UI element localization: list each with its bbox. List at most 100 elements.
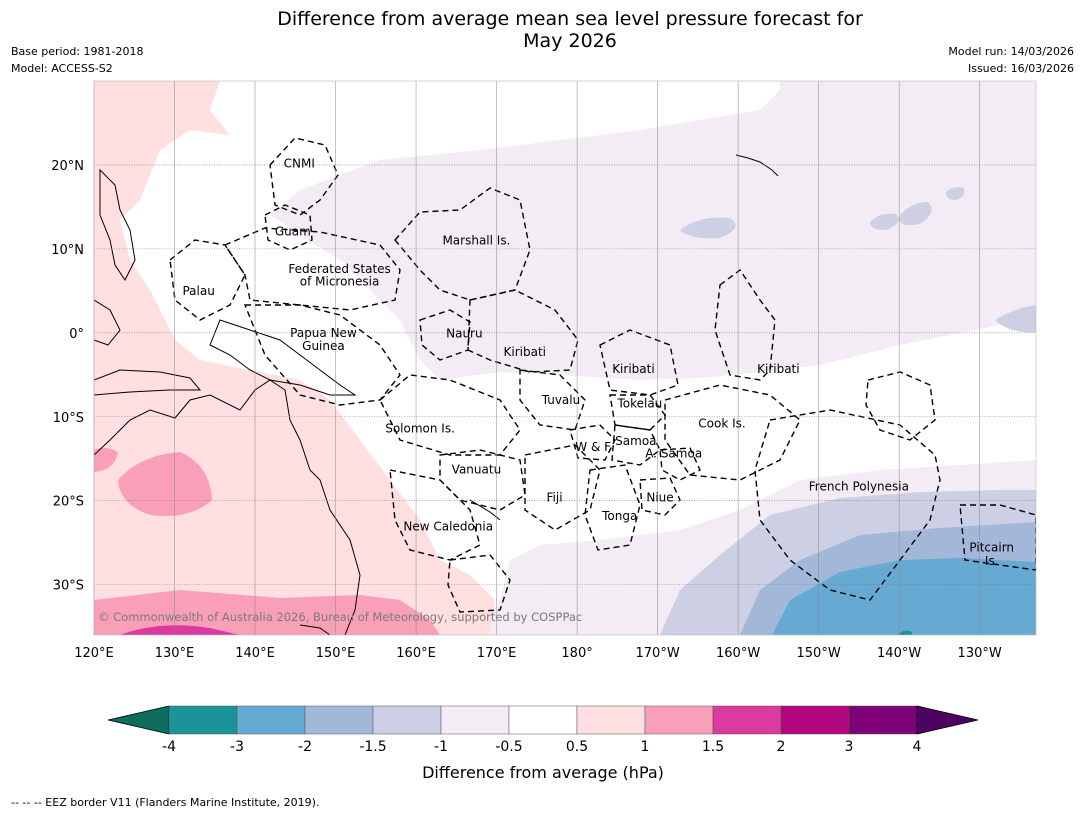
- lat-tick-label: 10°N: [51, 243, 84, 258]
- colorbar-swatch: [644, 705, 714, 735]
- anomaly-region-minus-2: [772, 558, 1036, 635]
- colorbar-tick-label: 0.5: [566, 739, 588, 755]
- eez-tuvalu: [519, 369, 586, 431]
- anomaly-patch-minus-1-d: [946, 187, 965, 200]
- eez-niue: [639, 477, 681, 516]
- place-label: A. Samoa: [645, 447, 702, 461]
- eez-new-caledonia: [389, 469, 481, 561]
- eez-solomon: [379, 374, 521, 456]
- eez-marshall: [394, 187, 531, 301]
- colorbar-swatch: [304, 705, 374, 735]
- eez-kiribati-gilbert: [467, 289, 579, 373]
- colorbar-swatch: [440, 705, 510, 735]
- colorbar-swatches: [107, 705, 979, 735]
- lon-tick-label: 140°W: [877, 646, 921, 661]
- lon-tick-label: 170°E: [477, 646, 517, 661]
- lat-tick-label: 30°S: [53, 579, 84, 594]
- lon-tick-label: 130°W: [958, 646, 1002, 661]
- place-label: Palau: [182, 284, 214, 298]
- lon-tick-label: 150°E: [316, 646, 356, 661]
- anomaly-patch-plus-1-a: [118, 452, 212, 516]
- place-label: Fiji: [547, 490, 563, 504]
- title-line-2: May 2026: [523, 30, 617, 52]
- axis-ticks: 120°E 130°E 140°E 150°E 160°E 170°E 180° 170°W 1…: [51, 159, 1002, 661]
- place-label: Tuvalu: [541, 393, 581, 407]
- eez-wallis-futuna: [569, 424, 616, 461]
- australia-coastline: [94, 379, 361, 635]
- anomaly-region-plus-1: [94, 590, 440, 635]
- eez-kiribati-phoenix: [599, 329, 679, 396]
- map-fields: [94, 81, 1036, 635]
- eez-footnote: -- -- -- EEZ border V11 (Flanders Marine…: [11, 796, 320, 809]
- anomaly-region-neutral: [590, 372, 1008, 505]
- place-label: Guam: [275, 224, 311, 238]
- eez-guam: [264, 204, 313, 251]
- model-run: Model run: 14/03/2026: [948, 45, 1074, 58]
- colorbar-labels: -4 -3 -2 -1.5 -1 -0.5 0.5 1 1.5 2 3 4: [162, 739, 922, 755]
- model-name: Model: ACCESS-S2: [11, 62, 113, 75]
- eez-french-polynesia: [754, 409, 941, 601]
- anomaly-patch-minus-1-e: [995, 305, 1036, 333]
- place-label: Nauru: [446, 327, 482, 341]
- colorbar-tick-label: -3: [230, 739, 244, 755]
- place-label: Tonga: [601, 509, 637, 523]
- sulawesi-coastline: [94, 299, 121, 346]
- eez-fsm: [223, 227, 401, 311]
- eez-borders: [169, 137, 1036, 613]
- place-label: Pitcairn: [969, 541, 1014, 555]
- philippines-coastline: [99, 168, 136, 281]
- colorbar-tick-label: -0.5: [495, 739, 522, 755]
- place-label: W & F: [575, 440, 611, 454]
- eez-american-samoa: [659, 447, 701, 481]
- lat-tick-label: 10°S: [53, 411, 84, 426]
- lat-tick-label: 0°: [69, 327, 84, 342]
- colorbar-tick-label: 3: [845, 739, 854, 755]
- colorbar-swatch: [168, 705, 238, 735]
- colorbar-extend-low: [107, 705, 170, 735]
- colorbar-swatch: [236, 705, 306, 735]
- place-label: Samoa: [615, 434, 656, 448]
- colorbar-tick-label: -1: [434, 739, 448, 755]
- colorbar-tick-label: -1.5: [359, 739, 386, 755]
- lon-tick-label: 120°E: [74, 646, 114, 661]
- place-label: Guinea: [302, 339, 345, 353]
- eez-cnmi: [269, 137, 339, 216]
- anomaly-patch-minus-3: [898, 630, 912, 635]
- issued-date: Issued: 16/03/2026: [967, 62, 1074, 75]
- colorbar-tick-label: 1: [641, 739, 650, 755]
- anomaly-region-minus-0-5: [210, 81, 1036, 380]
- place-label: Niue: [646, 490, 673, 504]
- lat-tick-label: 20°S: [53, 495, 84, 510]
- colorbar-title: Difference from average (hPa): [422, 763, 664, 782]
- anomaly-region-plus-1-5: [120, 625, 240, 635]
- new-guinea-coastline: [209, 319, 357, 396]
- place-label: Kiribati: [504, 345, 546, 359]
- colorbar-swatch: [848, 705, 918, 735]
- place-label: of Micronesia: [300, 275, 380, 289]
- anomaly-patch-minus-1-b: [870, 213, 899, 230]
- place-label: Vanuatu: [452, 463, 502, 477]
- place-label: Solomon Is.: [385, 422, 455, 436]
- copyright-notice: © Commonwealth of Australia 2026, Bureau…: [98, 610, 582, 624]
- colorbar-tick-label: -4: [162, 739, 176, 755]
- place-label: Federated States: [288, 262, 390, 276]
- meta-right: Model run: 14/03/2026 Issued: 16/03/2026: [948, 43, 1074, 77]
- lon-tick-label: 170°W: [636, 646, 680, 661]
- indonesia-coastline: [94, 369, 202, 396]
- meta-left: Base period: 1981-2018 Model: ACCESS-S2: [11, 43, 143, 77]
- chart-title: Difference from average mean sea level p…: [0, 8, 1085, 52]
- tasmania-coastline: [299, 624, 331, 635]
- eez-kiribati-line: [714, 268, 776, 381]
- eez-palau: [169, 239, 246, 321]
- colorbar-swatch: [372, 705, 442, 735]
- place-label: Tokelau: [616, 396, 662, 410]
- lon-tick-label: 150°W: [797, 646, 841, 661]
- colorbar-tick-label: -2: [298, 739, 312, 755]
- eez-norfolk: [447, 554, 511, 613]
- title-line-1: Difference from average mean sea level p…: [277, 8, 863, 30]
- place-label: Is.: [985, 554, 999, 568]
- colorbar-swatch: [712, 705, 782, 735]
- eez-png: [243, 304, 401, 406]
